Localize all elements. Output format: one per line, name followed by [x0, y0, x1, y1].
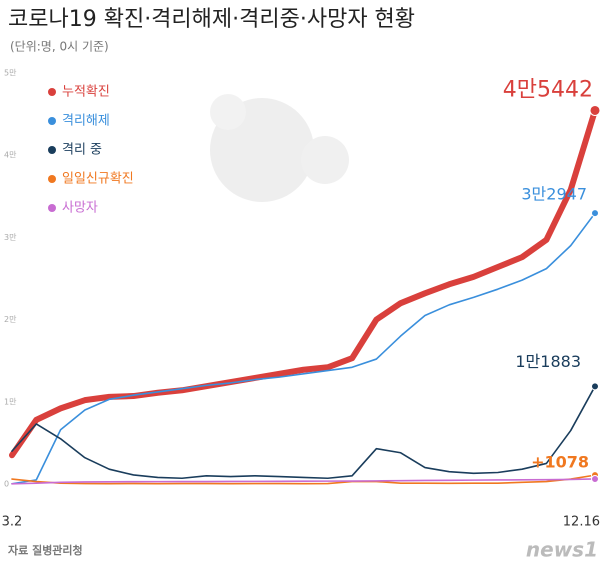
series-line: [11, 212, 596, 485]
legend-dot: [48, 117, 56, 125]
logo: news1: [526, 538, 598, 562]
x-tick-label: 3.2: [2, 515, 23, 530]
value-label: 4만5442: [503, 77, 593, 102]
legend-dot: [48, 88, 56, 96]
decoration: [210, 94, 349, 202]
series-line: [11, 474, 596, 485]
x-tick-label: 12.16: [563, 515, 600, 530]
y-tick-label: 5만: [4, 69, 17, 78]
legend-label: 격리해제: [62, 114, 110, 129]
legend-label: 일일신규확진: [62, 172, 134, 187]
end-point: [591, 474, 599, 483]
y-tick-label: 4만: [4, 151, 17, 160]
series-line: [9, 107, 598, 459]
y-tick-label: 1만: [4, 397, 17, 406]
legend-dot: [48, 146, 56, 154]
end-point: [589, 104, 601, 116]
value-label: 1만1883: [515, 352, 581, 371]
chart-title: 코로나19 확진·격리해제·격리중·사망자 현황: [8, 7, 415, 32]
legend-dot: [48, 175, 56, 183]
end-point: [591, 382, 599, 391]
y-tick-label: 2만: [4, 315, 17, 324]
chart-subtitle: (단위:명, 0시 기준): [10, 40, 109, 54]
value-label: +1078: [531, 453, 589, 472]
legend-dot: [48, 204, 56, 212]
legend-label: 누적확진: [62, 85, 110, 100]
value-label: 3만2947: [521, 185, 587, 204]
legend-label: 격리 중: [62, 143, 102, 158]
series-line: [11, 385, 596, 480]
source: 자료 질병관리청: [8, 543, 83, 557]
legend-label: 사망자: [62, 201, 98, 216]
y-tick-label: 3만: [4, 233, 17, 242]
series-line: [11, 478, 596, 485]
y-tick-label: 0: [4, 480, 9, 489]
end-point: [591, 209, 599, 218]
